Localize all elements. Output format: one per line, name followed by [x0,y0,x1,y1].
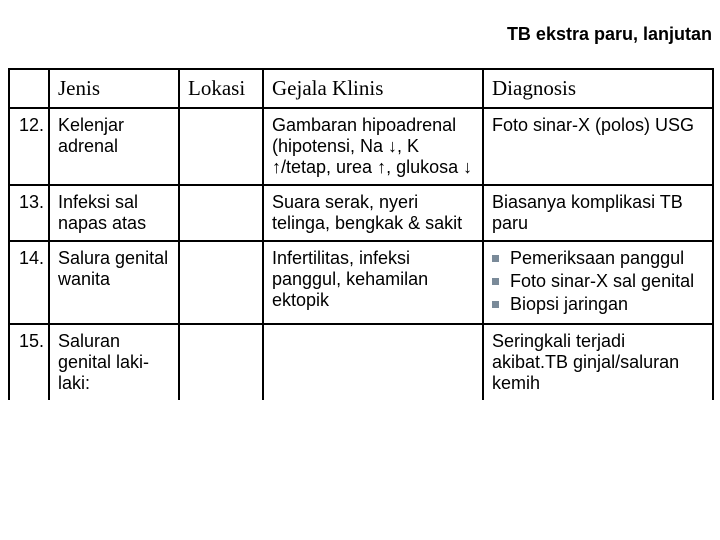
cell-gejala: Suara serak, nyeri telinga, bengkak & sa… [263,185,483,241]
col-header-gejala: Gejala Klinis [263,69,483,108]
col-header-jenis: Jenis [49,69,179,108]
table-row: 14. Salura genital wanita Infertilitas, … [9,241,713,324]
table-row: 13. Infeksi sal napas atas Suara serak, … [9,185,713,241]
list-item: Pemeriksaan panggul [492,248,704,269]
cell-gejala [263,324,483,400]
cell-diagnosis: Seringkali terjadi akibat.TB ginjal/salu… [483,324,713,400]
cell-lokasi [179,241,263,324]
cell-lokasi [179,324,263,400]
cell-num: 12. [9,108,49,185]
cell-jenis: Saluran genital laki-laki: [49,324,179,400]
cell-num: 15. [9,324,49,400]
list-item: Foto sinar-X sal genital [492,271,704,292]
cell-jenis: Salura genital wanita [49,241,179,324]
table-header-row: Jenis Lokasi Gejala Klinis Diagnosis [9,69,713,108]
cell-diagnosis: Foto sinar-X (polos) USG [483,108,713,185]
tb-table: Jenis Lokasi Gejala Klinis Diagnosis 12.… [8,68,714,400]
table-row: 15. Saluran genital laki-laki: Seringkal… [9,324,713,400]
cell-diagnosis: Pemeriksaan panggul Foto sinar-X sal gen… [483,241,713,324]
cell-gejala: Infertilitas, infeksi panggul, kehamilan… [263,241,483,324]
page-title: TB ekstra paru, lanjutan [507,24,712,45]
list-item: Biopsi jaringan [492,294,704,315]
cell-num: 13. [9,185,49,241]
col-header-num [9,69,49,108]
cell-lokasi [179,108,263,185]
cell-lokasi [179,185,263,241]
table-row: 12. Kelenjar adrenal Gambaran hipoadrena… [9,108,713,185]
cell-jenis: Infeksi sal napas atas [49,185,179,241]
col-header-lokasi: Lokasi [179,69,263,108]
cell-num: 14. [9,241,49,324]
cell-jenis: Kelenjar adrenal [49,108,179,185]
cell-gejala: Gambaran hipoadrenal (hipotensi, Na ↓, K… [263,108,483,185]
diagnosis-list: Pemeriksaan panggul Foto sinar-X sal gen… [492,248,704,315]
cell-diagnosis: Biasanya komplikasi TB paru [483,185,713,241]
col-header-diagnosis: Diagnosis [483,69,713,108]
